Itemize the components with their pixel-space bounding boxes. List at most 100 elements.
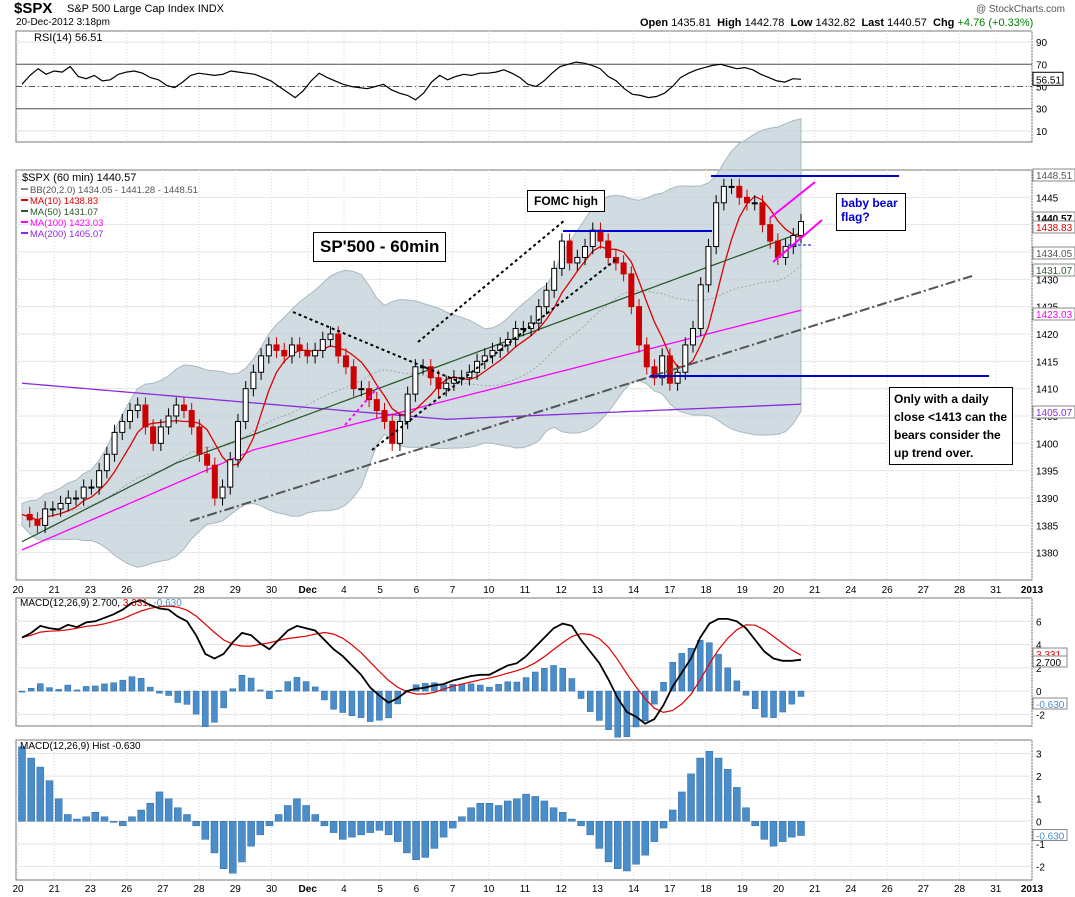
hist-bar	[311, 814, 320, 822]
price-tick-label: 1400	[1036, 439, 1059, 450]
candle-body	[767, 224, 774, 242]
x-tick-label: 23	[85, 884, 97, 895]
price-value-box	[1032, 168, 1075, 182]
candle-body	[443, 382, 450, 390]
candle-body	[558, 240, 565, 269]
candle-body	[798, 221, 804, 237]
hist-bar	[348, 821, 356, 838]
rsi-line	[21, 61, 802, 101]
price-value-box	[1032, 405, 1075, 419]
price-tick-label: 1420	[1036, 330, 1059, 341]
candle-body	[489, 349, 496, 357]
hist-bar	[595, 821, 604, 849]
x-tick-label: 26	[121, 585, 133, 596]
candle-body	[296, 344, 303, 351]
macd-legend-part: 2.700,	[89, 598, 120, 609]
hist-tick-label: 3	[1036, 750, 1042, 761]
x-tick-label: 5	[377, 585, 383, 596]
macd-hist-bar	[101, 683, 108, 692]
candle-body	[250, 371, 257, 390]
macd-hist-bar	[641, 690, 649, 722]
macd-hist-bar	[586, 690, 594, 712]
candle-body	[126, 410, 133, 422]
macd-hist-bar	[742, 690, 750, 696]
macd-hist-bar	[614, 690, 621, 738]
hist-bar	[210, 821, 219, 854]
hist-bar	[119, 821, 127, 827]
ma200-line	[21, 382, 802, 420]
low-value: 1432.82	[815, 17, 856, 29]
x-tick-label: 30	[266, 884, 278, 895]
hist-bar	[247, 821, 255, 847]
macd-hist-bar	[788, 690, 796, 705]
x-tick-label: 21	[809, 585, 821, 596]
macd-hist-bar	[660, 681, 667, 692]
x-tick-label: 6	[414, 585, 420, 596]
macd-hist-bar	[229, 688, 237, 692]
macd-hist-bar	[596, 690, 603, 721]
candle-body	[258, 355, 265, 373]
candle-body	[427, 366, 434, 379]
trend-line-dotted	[417, 219, 566, 343]
x-tick-label: 27	[918, 585, 930, 596]
candle-body	[628, 273, 635, 308]
macd-hist-bar	[467, 683, 475, 692]
hist-bar	[284, 805, 292, 822]
bb-mid-line	[21, 264, 802, 521]
x-tick-label: 17	[664, 884, 676, 895]
macd-hist-bar	[37, 683, 44, 692]
candle-body	[620, 262, 627, 275]
macd-hist-bar	[119, 679, 127, 692]
macd-hist-bar	[724, 667, 731, 692]
low-label: Low	[790, 17, 813, 29]
macd-hist-bar	[257, 689, 264, 692]
hist-bar	[604, 821, 613, 863]
macd-hist-bar	[302, 681, 310, 692]
candle-body	[674, 371, 681, 384]
candle-body	[713, 202, 720, 248]
price-value-box	[1032, 246, 1075, 260]
chart-datetime: 20-Dec-2012 3:18pm	[16, 17, 110, 28]
fomc-label-box: FOMC high	[527, 190, 605, 212]
macd-hist-bar	[202, 690, 209, 727]
hist-bar	[668, 809, 677, 822]
rsi-tick-label: 10	[1036, 127, 1048, 138]
macd-hist-bar	[183, 690, 191, 705]
chart-title-box: SP'500 - 60min	[313, 232, 447, 262]
candle-body	[335, 333, 342, 357]
hist-bar	[64, 814, 72, 822]
rsi-tick-label: 30	[1036, 105, 1048, 116]
price-tick-label: 1390	[1036, 494, 1059, 505]
hist-bar	[229, 821, 237, 874]
high-label: High	[717, 17, 742, 29]
x-tick-label: 27	[918, 884, 930, 895]
hist-bar	[394, 821, 402, 842]
hist-bar	[503, 800, 512, 822]
hist-bar	[73, 818, 81, 822]
candle-body	[535, 306, 542, 324]
candle-body	[119, 420, 126, 433]
indicator-legend: BB(20,2.0) 1434.05 - 1441.28 - 1448.51	[30, 185, 198, 196]
price-tick-label: 1385	[1036, 521, 1059, 532]
rsi-last-box	[1032, 71, 1064, 86]
rsi-legend: RSI(14) 56.51	[34, 32, 102, 44]
macd-hist-bar	[476, 684, 484, 692]
hist-bar	[494, 805, 503, 822]
hist-bar	[302, 805, 310, 822]
description-text: S&P 500 Large Cap Index	[67, 3, 195, 15]
candle-body	[150, 426, 157, 444]
hist-bar	[430, 821, 439, 849]
macd-value-label: -0.630	[1036, 700, 1065, 711]
hist-bar	[82, 816, 90, 822]
chg-label: Chg	[933, 17, 955, 29]
hist-bar	[558, 812, 567, 822]
hist-bar	[366, 821, 375, 833]
hist-bar	[265, 821, 274, 827]
panel-frame-macd	[15, 597, 1033, 727]
hist-tick-label: 0	[1036, 817, 1042, 828]
macd-legend-part: MACD(12,26,9)	[20, 598, 89, 609]
x-tick-label: Dec	[299, 884, 318, 895]
hist-value-label: -0.630	[1036, 832, 1065, 843]
macd-hist-bar	[513, 681, 521, 692]
open-value: 1435.81	[671, 17, 711, 29]
